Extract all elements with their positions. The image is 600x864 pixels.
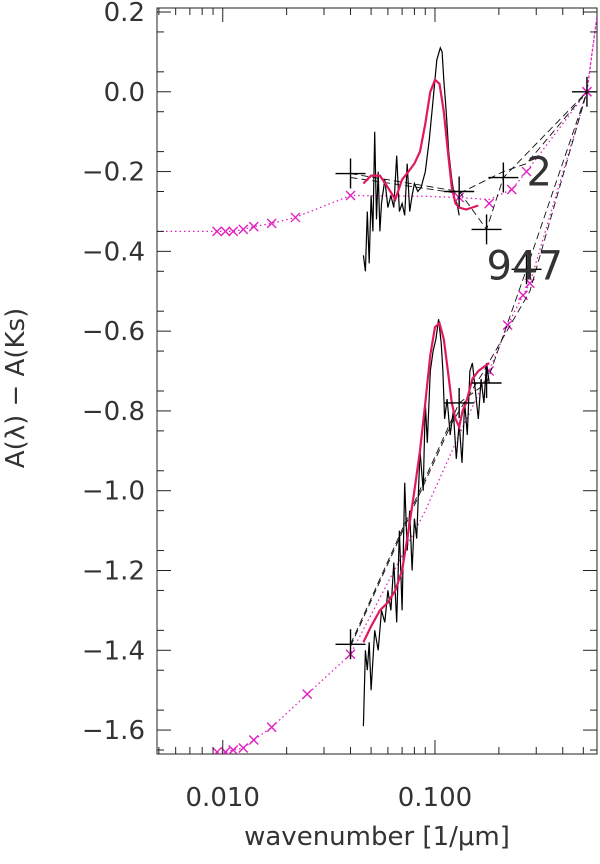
curve-annotation: 947	[487, 243, 563, 289]
series-clip-group	[157, 15, 597, 754]
y-tick-label: 0.2	[104, 0, 145, 28]
x-marker	[345, 190, 356, 201]
x-marker	[220, 226, 231, 237]
model-curve	[362, 321, 490, 643]
x-marker	[248, 735, 259, 746]
photometry-cross	[444, 387, 475, 418]
x-marker	[302, 689, 313, 700]
x-marker	[502, 320, 513, 331]
x-marker	[266, 218, 277, 229]
y-tick-label: −1.2	[82, 556, 145, 586]
x-marker	[228, 745, 239, 754]
x-marker	[484, 198, 495, 209]
x-marker	[212, 747, 223, 754]
dashed-fit-line	[350, 91, 588, 647]
x-marker	[212, 226, 223, 237]
y-tick-label: −0.4	[82, 237, 145, 267]
x-marker	[290, 212, 301, 223]
x-marker	[506, 184, 517, 195]
spectrum-line	[362, 319, 490, 727]
curve-annotation: 2	[527, 150, 552, 196]
y-tick-label: 0.0	[104, 78, 145, 108]
photometry-cross	[471, 214, 502, 245]
x-marker	[238, 224, 249, 235]
y-axis-title: A(λ) − A(Ks)	[1, 308, 31, 468]
x-marker	[521, 166, 532, 177]
y-tick-label: −1.6	[82, 716, 145, 746]
x-marker	[266, 722, 277, 733]
x-marker	[248, 221, 259, 232]
photometry-cross	[471, 367, 502, 398]
ticks-layer	[157, 8, 597, 754]
x-marker	[238, 743, 249, 754]
photometry-cross	[444, 176, 475, 207]
x-axis-title: wavenumber [1/μm]	[244, 822, 510, 852]
y-tick-label: −1.4	[82, 636, 145, 666]
x-tick-label: 0.010	[186, 783, 260, 813]
plot-border	[156, 7, 598, 755]
series-layer	[157, 15, 597, 754]
photometry-cross	[335, 629, 366, 660]
y-tick-label: −1.0	[82, 477, 145, 507]
model-curve	[362, 77, 479, 211]
x-tick-label: 0.100	[398, 783, 472, 813]
magenta-dotted-line	[157, 15, 597, 233]
photometry-cross	[488, 162, 519, 193]
y-tick-label: −0.6	[82, 317, 145, 347]
photometry-cross	[335, 158, 366, 189]
x-marker	[228, 226, 239, 237]
y-tick-label: −0.2	[82, 158, 145, 188]
plot-frame	[156, 7, 598, 755]
photometry-cross	[511, 254, 542, 285]
magenta-dotted-line	[217, 15, 597, 753]
y-tick-label: −0.8	[82, 397, 145, 427]
labels-layer: 0.2 0.0 −0.2 −0.4 −0.6 −0.8 −1.0 −1.2 −1.4 −1.6 0.…	[82, 0, 563, 813]
spectrum-line	[362, 46, 460, 272]
